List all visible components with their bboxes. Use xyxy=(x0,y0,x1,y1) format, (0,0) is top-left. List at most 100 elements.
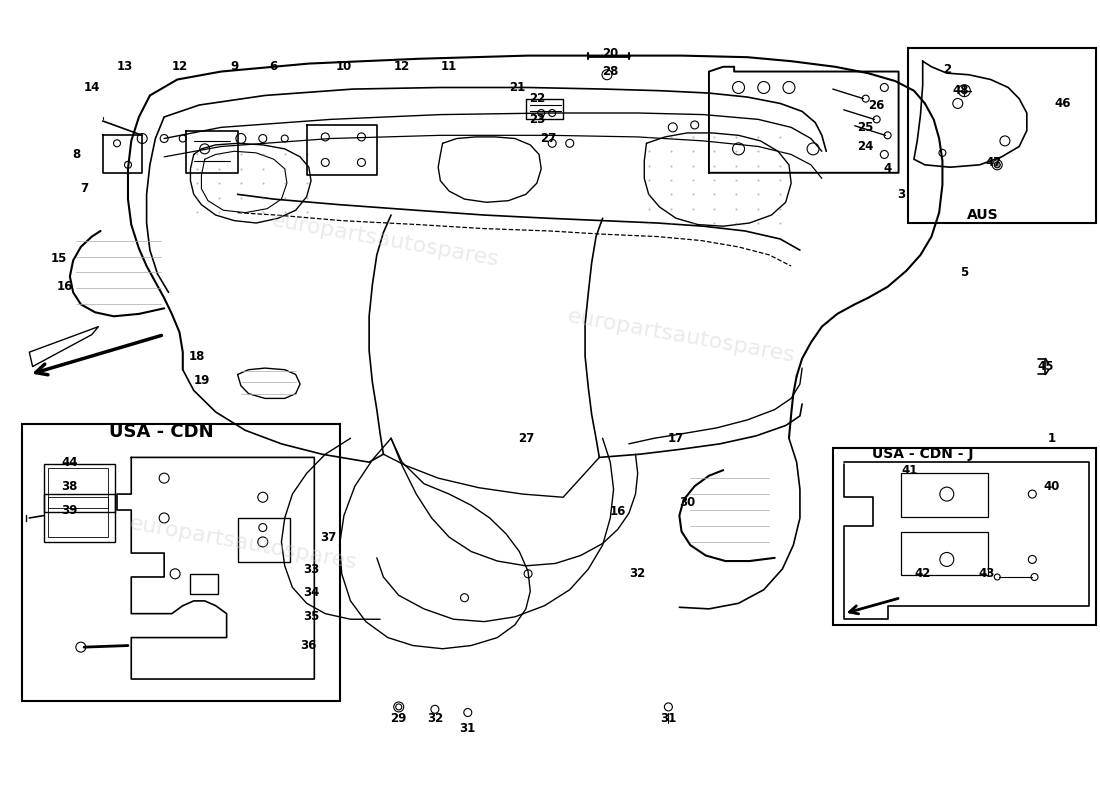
Text: 38: 38 xyxy=(62,479,78,493)
Text: 42: 42 xyxy=(914,567,931,580)
Circle shape xyxy=(394,702,404,712)
Text: 33: 33 xyxy=(302,562,319,575)
Text: europartsautospares: europartsautospares xyxy=(566,306,798,366)
Circle shape xyxy=(783,82,795,94)
Text: 41: 41 xyxy=(901,464,917,477)
Text: 45: 45 xyxy=(1037,360,1054,373)
Text: 34: 34 xyxy=(302,586,319,599)
Text: 25: 25 xyxy=(858,121,873,134)
Text: 17: 17 xyxy=(668,432,684,445)
Circle shape xyxy=(235,134,246,143)
Text: 10: 10 xyxy=(336,60,352,74)
Circle shape xyxy=(258,134,267,142)
Circle shape xyxy=(321,133,329,141)
Circle shape xyxy=(664,703,672,711)
Bar xyxy=(190,574,218,594)
Circle shape xyxy=(880,83,889,91)
Text: 3: 3 xyxy=(896,188,905,201)
Circle shape xyxy=(321,158,329,166)
Text: 26: 26 xyxy=(869,98,884,111)
Circle shape xyxy=(1031,574,1038,581)
Text: 15: 15 xyxy=(51,251,67,265)
Circle shape xyxy=(733,82,745,94)
Circle shape xyxy=(862,95,869,102)
Text: 31: 31 xyxy=(660,712,676,726)
Bar xyxy=(238,518,290,562)
Circle shape xyxy=(124,162,132,168)
Circle shape xyxy=(258,523,267,531)
Circle shape xyxy=(161,134,168,142)
Circle shape xyxy=(1028,555,1036,563)
Text: 24: 24 xyxy=(858,140,873,153)
Bar xyxy=(44,464,114,512)
Text: 44: 44 xyxy=(62,456,78,469)
Text: 11: 11 xyxy=(441,60,458,74)
Text: 8: 8 xyxy=(73,148,80,161)
Circle shape xyxy=(358,133,365,141)
Text: 4: 4 xyxy=(883,162,892,175)
Circle shape xyxy=(1028,490,1036,498)
Text: 23: 23 xyxy=(529,113,544,126)
Text: 1: 1 xyxy=(1048,432,1056,445)
Circle shape xyxy=(282,135,288,142)
Text: 20: 20 xyxy=(602,46,618,60)
Text: 29: 29 xyxy=(390,712,407,726)
Text: 6: 6 xyxy=(270,60,278,74)
Text: 13: 13 xyxy=(117,60,133,74)
Text: 27: 27 xyxy=(518,432,534,445)
Circle shape xyxy=(257,537,267,547)
Circle shape xyxy=(461,594,469,602)
Text: 37: 37 xyxy=(320,530,337,544)
Bar xyxy=(48,498,108,537)
Circle shape xyxy=(431,706,439,714)
Circle shape xyxy=(257,492,267,502)
Text: 46: 46 xyxy=(1055,97,1071,110)
Text: 47: 47 xyxy=(986,156,1002,169)
Bar xyxy=(833,448,1096,625)
Text: 43: 43 xyxy=(978,567,994,580)
Circle shape xyxy=(880,150,889,158)
Text: 22: 22 xyxy=(529,92,544,105)
Circle shape xyxy=(602,70,612,80)
Bar xyxy=(901,474,989,517)
Circle shape xyxy=(807,143,820,155)
Bar xyxy=(901,531,989,575)
Bar xyxy=(44,494,114,542)
Circle shape xyxy=(884,132,891,139)
Text: 30: 30 xyxy=(679,495,695,509)
Circle shape xyxy=(76,642,86,652)
Text: USA - CDN: USA - CDN xyxy=(109,423,213,441)
Text: 9: 9 xyxy=(230,60,239,74)
Text: 12: 12 xyxy=(172,60,188,74)
Text: 40: 40 xyxy=(1044,479,1060,493)
Text: 39: 39 xyxy=(62,503,78,517)
Circle shape xyxy=(939,487,954,501)
Text: 16: 16 xyxy=(609,505,626,518)
Circle shape xyxy=(939,553,954,566)
Circle shape xyxy=(758,82,770,94)
Text: 32: 32 xyxy=(427,712,443,726)
Bar xyxy=(48,468,108,508)
Circle shape xyxy=(524,570,532,578)
Circle shape xyxy=(179,135,186,142)
Text: europartsautospares: europartsautospares xyxy=(128,514,359,574)
Text: 7: 7 xyxy=(80,182,88,195)
Circle shape xyxy=(113,140,121,146)
Circle shape xyxy=(1000,136,1010,146)
Text: 19: 19 xyxy=(194,374,210,386)
Text: 12: 12 xyxy=(394,60,410,74)
Circle shape xyxy=(873,116,880,123)
Circle shape xyxy=(464,709,472,717)
Text: 35: 35 xyxy=(302,610,319,623)
Circle shape xyxy=(733,143,745,155)
Circle shape xyxy=(138,134,147,143)
Text: 32: 32 xyxy=(629,567,646,580)
Text: 18: 18 xyxy=(189,350,206,362)
Text: europartsautospares: europartsautospares xyxy=(271,210,502,270)
Circle shape xyxy=(994,574,1000,580)
Text: 14: 14 xyxy=(84,81,100,94)
Text: 2: 2 xyxy=(943,62,950,76)
Circle shape xyxy=(170,569,180,578)
Text: 31: 31 xyxy=(460,722,476,735)
Text: 16: 16 xyxy=(56,280,73,294)
